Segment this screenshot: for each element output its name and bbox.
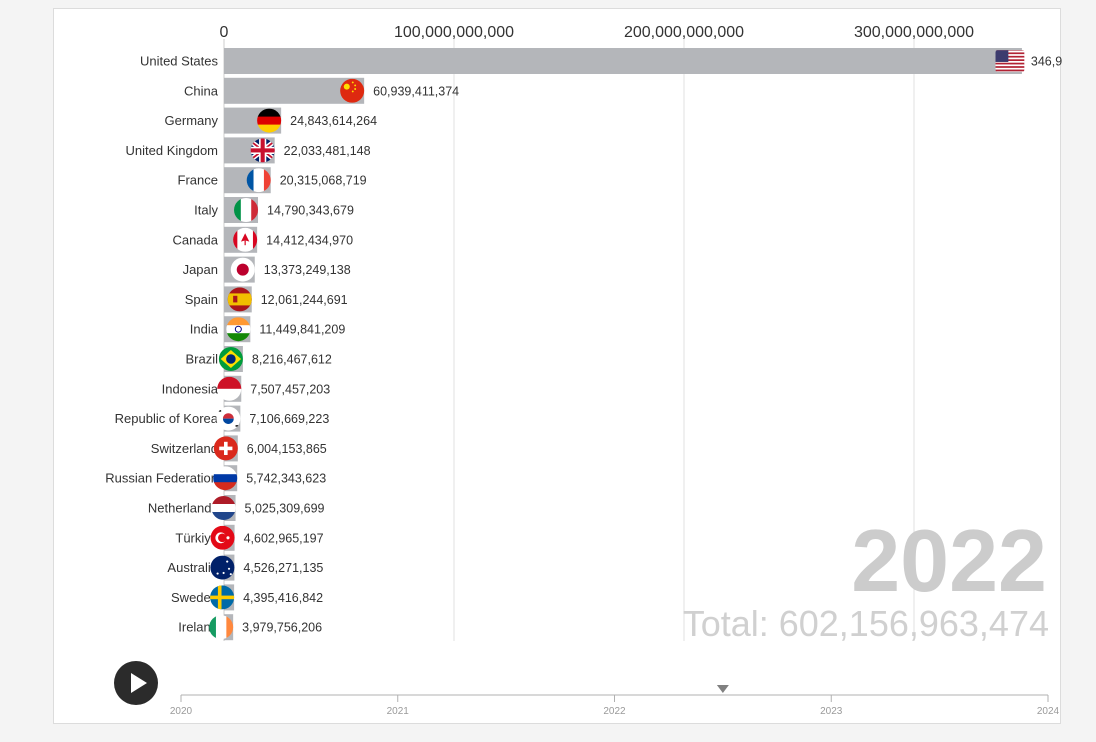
value-label: 7,507,457,203 [250,382,330,396]
category-label: Brazil [185,352,218,367]
ch-flag-icon [213,436,238,461]
value-label: 4,526,271,135 [243,561,323,575]
timeline-label: 2021 [387,706,410,717]
category-label: Netherlands [148,501,219,516]
category-label: Russian Federation [105,471,218,486]
value-label: 6,004,153,865 [247,442,327,456]
it-flag-icon [234,198,259,222]
kr-flag-icon [216,406,241,431]
category-label: Ireland [178,620,218,635]
category-label: Germany [165,113,219,128]
value-label: 24,843,614,264 [290,114,377,128]
fr-flag-icon [246,168,271,193]
timeline-handle[interactable] [716,685,729,693]
se-flag-icon [210,585,235,610]
category-label: Türkiye [175,530,218,545]
category-label: United States [140,54,219,69]
category-label: Sweden [171,590,218,605]
timeline-label: 2024 [1037,706,1060,717]
category-label: Australia [167,560,218,575]
value-label: 5,742,343,623 [246,472,326,486]
category-label: Indonesia [162,381,219,396]
play-icon [131,673,147,693]
value-label: 4,395,416,842 [243,591,323,605]
tr-flag-icon [210,525,235,550]
br-flag-icon [218,347,243,371]
category-label: France [178,173,218,188]
cn-flag-icon [340,78,365,103]
category-label: Spain [185,292,218,307]
category-label: Canada [172,232,218,247]
bar-chart-race: 0 100,000,000,000 200,000,000,000 300,000,0… [105,24,1062,717]
value-label: 13,373,249,138 [264,263,351,277]
category-label: India [190,322,219,337]
value-label: 8,216,467,612 [252,353,332,367]
x-tick-label: 100,000,000,000 [394,24,514,41]
category-label: Switzerland [151,441,218,456]
value-label: 7,106,669,223 [249,412,329,426]
category-label: Italy [194,203,218,218]
value-label: 5,025,309,699 [245,502,325,516]
total-label: Total: 602,156,963,474 [683,603,1049,644]
category-label: Republic of Korea [115,411,219,426]
us-flag-icon [995,50,1025,72]
timeline-label: 2020 [170,706,193,717]
value-label: 12,061,244,691 [261,293,348,307]
nl-flag-icon [211,496,236,520]
timeline-label: 2023 [820,706,843,717]
x-tick-label: 300,000,000,000 [854,24,974,41]
category-label: Japan [183,262,218,277]
value-label: 14,412,434,970 [266,233,353,247]
au-flag-icon [210,555,235,580]
ca-flag-icon [233,227,258,252]
value-label: 20,315,068,719 [280,174,367,188]
bar [224,48,1022,74]
play-button[interactable] [114,661,158,705]
es-flag-icon [227,287,252,312]
value-label: 346,919,360,300 [1031,55,1062,69]
value-label: 14,790,343,679 [267,204,354,218]
ie-flag-icon [209,615,234,640]
id-flag-icon [217,376,242,401]
x-tick-label: 0 [220,24,229,41]
timeline-label: 2022 [603,706,626,717]
in-flag-icon [226,317,251,342]
ru-flag-icon [213,466,238,491]
value-label: 22,033,481,148 [284,144,371,158]
value-label: 3,979,756,206 [242,621,322,635]
value-label: 60,939,411,374 [373,84,459,98]
category-label: China [184,83,219,98]
value-label: 11,449,841,209 [259,323,345,337]
category-label: United Kingdom [126,143,219,158]
de-flag-icon [257,108,282,133]
jp-flag-icon [230,257,255,282]
year-label: 2022 [851,511,1047,610]
x-tick-label: 200,000,000,000 [624,24,744,41]
value-label: 4,602,965,197 [244,531,324,545]
chart-frame: 0 100,000,000,000 200,000,000,000 300,000,0… [53,8,1062,724]
